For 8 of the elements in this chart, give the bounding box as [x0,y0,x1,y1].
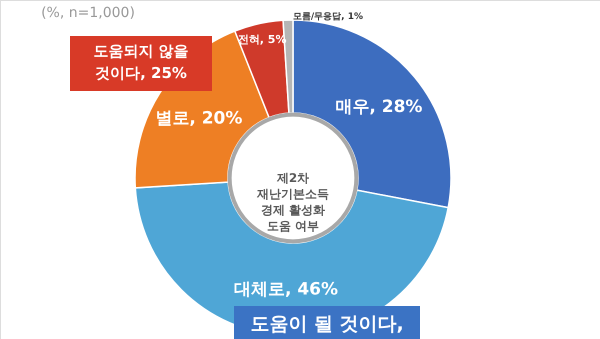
slice-label: 매우, 28% [335,96,422,117]
slice-label: 별로, 20% [155,108,242,128]
text: 도움되지 않을 것이다, 25% [93,42,189,82]
slice-label: 대체로, 46% [234,279,338,300]
text: 제2차 재난기본소득 경제 활성화 도움 여부 [256,171,329,233]
text: 도움이 될 것이다, [250,313,404,335]
text: (%, n=1,000) [41,5,135,21]
slice-label: 모름/무응답, 1% [292,12,363,22]
